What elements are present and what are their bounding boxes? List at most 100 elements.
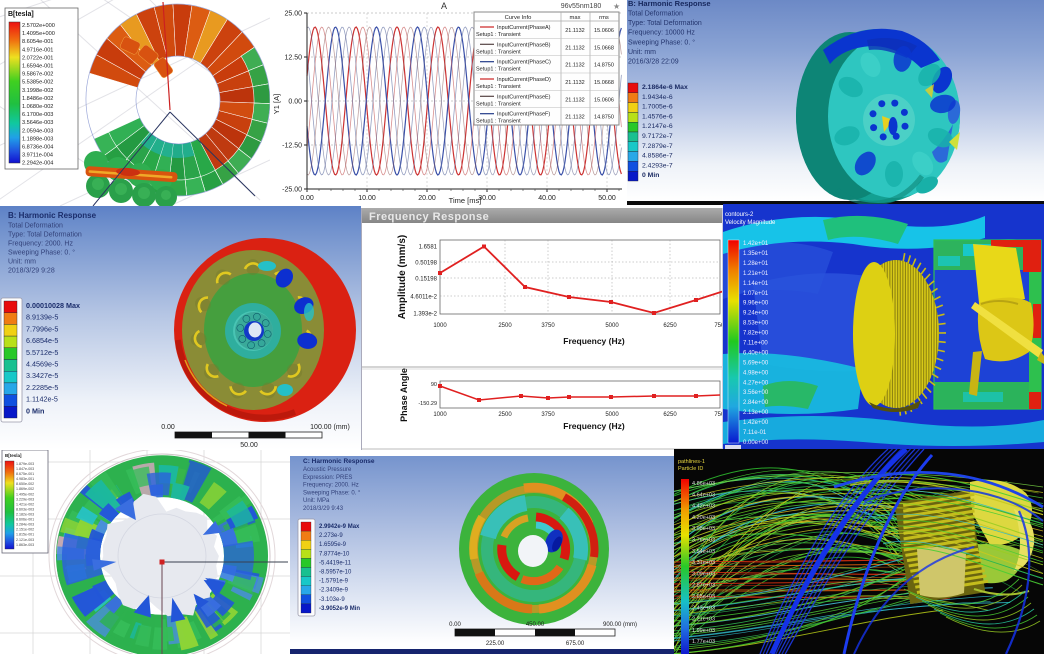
svg-text:Frequency: 2000. Hz: Frequency: 2000. Hz	[8, 241, 73, 248]
svg-text:1.0680e-002: 1.0680e-002	[22, 104, 53, 110]
svg-text:1.869e-002: 1.869e-002	[16, 487, 34, 491]
svg-text:40.00: 40.00	[538, 195, 556, 202]
svg-text:InputCurrent(PhaseD): InputCurrent(PhaseD)	[497, 77, 551, 83]
svg-text:1.6581: 1.6581	[419, 245, 438, 251]
svg-text:InputCurrent(PhaseC): InputCurrent(PhaseC)	[497, 60, 551, 66]
svg-text:B[tesla]: B[tesla]	[8, 11, 34, 18]
svg-text:8.603e-003: 8.603e-003	[16, 507, 34, 511]
svg-text:1.495e-002: 1.495e-002	[16, 492, 34, 496]
svg-text:Amplitude (mm/s): Amplitude (mm/s)	[397, 235, 408, 319]
svg-text:Unit: mm: Unit: mm	[8, 259, 36, 266]
svg-text:3.98e+03: 3.98e+03	[692, 526, 715, 532]
svg-text:96v55nm180: 96v55nm180	[561, 3, 602, 10]
svg-text:1000: 1000	[433, 323, 447, 329]
svg-text:9.96e+00: 9.96e+00	[743, 301, 769, 307]
svg-text:Setup1 : Transient: Setup1 : Transient	[476, 84, 521, 90]
svg-text:3.54e+03: 3.54e+03	[692, 549, 715, 555]
svg-text:2.151e-002: 2.151e-002	[16, 528, 34, 532]
svg-text:7.7996e-5: 7.7996e-5	[26, 324, 58, 333]
svg-text:2.43e+03: 2.43e+03	[692, 605, 715, 611]
svg-text:rms: rms	[599, 15, 609, 21]
svg-text:225.00: 225.00	[486, 641, 505, 647]
svg-text:4.98e+00: 4.98e+00	[743, 370, 769, 376]
svg-text:4.983e-001: 4.983e-001	[16, 477, 34, 481]
svg-text:Setup1 : Transient: Setup1 : Transient	[476, 119, 521, 125]
svg-text:7.82e+00: 7.82e+00	[743, 331, 769, 337]
svg-text:2.0594e-003: 2.0594e-003	[22, 128, 53, 134]
svg-text:5000: 5000	[605, 412, 619, 418]
svg-text:Y1 [A]: Y1 [A]	[272, 94, 281, 114]
svg-text:3.31e+03: 3.31e+03	[692, 560, 715, 566]
svg-text:3750: 3750	[541, 323, 555, 329]
svg-text:2.182e-003: 2.182e-003	[16, 513, 34, 517]
svg-text:6250: 6250	[663, 323, 677, 329]
svg-text:1.847e-003: 1.847e-003	[16, 467, 34, 471]
svg-text:7.8774e-10: 7.8774e-10	[319, 551, 350, 557]
svg-text:Frequency (Hz): Frequency (Hz)	[563, 336, 625, 346]
svg-text:Velocity Magnitude: Velocity Magnitude	[725, 220, 776, 226]
svg-text:Unit: mm: Unit: mm	[628, 49, 656, 56]
svg-text:Total Deformation: Total Deformation	[8, 223, 63, 230]
svg-text:5.69e+00: 5.69e+00	[743, 360, 769, 366]
svg-text:1.42e+01: 1.42e+01	[743, 241, 769, 247]
svg-text:3.76e+03: 3.76e+03	[692, 538, 715, 544]
svg-text:4.20e+03: 4.20e+03	[692, 515, 715, 521]
svg-text:2.9942e-9 Max: 2.9942e-9 Max	[319, 524, 360, 530]
svg-text:2016/3/28 22:09: 2016/3/28 22:09	[628, 59, 679, 66]
svg-text:7500: 7500	[714, 323, 723, 329]
svg-text:0.00: 0.00	[300, 195, 314, 202]
svg-text:21.1132: 21.1132	[565, 45, 584, 51]
svg-text:8.9139e-5: 8.9139e-5	[26, 313, 58, 322]
svg-text:-3.103e-9: -3.103e-9	[319, 597, 345, 603]
svg-text:7.11e-01: 7.11e-01	[743, 430, 767, 436]
svg-text:100.00 (mm): 100.00 (mm)	[310, 424, 350, 431]
svg-text:21.1132: 21.1132	[565, 115, 584, 121]
svg-text:0.00: 0.00	[449, 622, 461, 628]
svg-text:900.00 (mm): 900.00 (mm)	[603, 622, 637, 628]
svg-text:Expression: PRES: Expression: PRES	[303, 475, 352, 481]
svg-text:4.9716e-001: 4.9716e-001	[22, 47, 53, 53]
svg-text:4.42e+03: 4.42e+03	[692, 504, 715, 510]
svg-text:-12.50: -12.50	[282, 143, 302, 150]
svg-text:0.00: 0.00	[288, 99, 302, 106]
svg-text:50.00: 50.00	[240, 442, 258, 449]
svg-text:3.56e+00: 3.56e+00	[743, 390, 769, 396]
svg-text:9.5867e-002: 9.5867e-002	[22, 72, 53, 78]
svg-text:1.863e-003: 1.863e-003	[16, 543, 34, 547]
svg-text:2.13e+00: 2.13e+00	[743, 410, 769, 416]
svg-text:2.5702e+000: 2.5702e+000	[22, 23, 55, 29]
svg-text:1000: 1000	[433, 412, 447, 418]
svg-text:9.24e+00: 9.24e+00	[743, 311, 769, 317]
svg-text:0.50198: 0.50198	[415, 261, 437, 267]
svg-text:50.00: 50.00	[598, 195, 616, 202]
svg-text:-2.3409e-9: -2.3409e-9	[319, 588, 349, 594]
svg-text:21.1132: 21.1132	[565, 97, 584, 103]
svg-text:2018/3/29 9:28: 2018/3/29 9:28	[8, 268, 55, 275]
svg-text:A: A	[441, 1, 447, 11]
svg-text:450.00: 450.00	[526, 622, 545, 628]
svg-text:6.8736e-004: 6.8736e-004	[22, 145, 53, 151]
svg-text:0.15198: 0.15198	[415, 277, 437, 283]
svg-text:7500: 7500	[714, 412, 723, 418]
svg-text:2.65e+03: 2.65e+03	[692, 594, 715, 600]
svg-text:0.00010028 Max: 0.00010028 Max	[26, 301, 80, 310]
svg-text:Setup1 : Transient: Setup1 : Transient	[476, 32, 521, 38]
svg-text:Total Deformation: Total Deformation	[628, 11, 683, 18]
svg-text:1.1898e-003: 1.1898e-003	[22, 136, 53, 142]
svg-text:3.5646e-003: 3.5646e-003	[22, 120, 53, 126]
svg-text:21.1132: 21.1132	[565, 80, 584, 86]
svg-text:1.42e+00: 1.42e+00	[743, 420, 769, 426]
svg-text:2.0722e-001: 2.0722e-001	[22, 55, 53, 61]
svg-text:1.4095e+000: 1.4095e+000	[22, 31, 55, 37]
svg-text:1.8486e-002: 1.8486e-002	[22, 96, 53, 102]
svg-text:12.50: 12.50	[284, 55, 302, 62]
svg-text:15.0668: 15.0668	[594, 80, 614, 86]
svg-text:Sweeping Phase: 0. °: Sweeping Phase: 0. °	[628, 38, 695, 46]
svg-text:4.64e+03: 4.64e+03	[692, 492, 715, 498]
svg-text:6.40e+00: 6.40e+00	[743, 350, 769, 356]
svg-text:-1.5791e-9: -1.5791e-9	[319, 579, 349, 585]
svg-text:3.1998e-002: 3.1998e-002	[22, 88, 53, 94]
svg-text:Sweeping Phase: 0. °: Sweeping Phase: 0. °	[303, 490, 361, 496]
svg-text:1.2147e-6: 1.2147e-6	[642, 123, 673, 130]
svg-text:5.5712e-5: 5.5712e-5	[26, 348, 58, 357]
